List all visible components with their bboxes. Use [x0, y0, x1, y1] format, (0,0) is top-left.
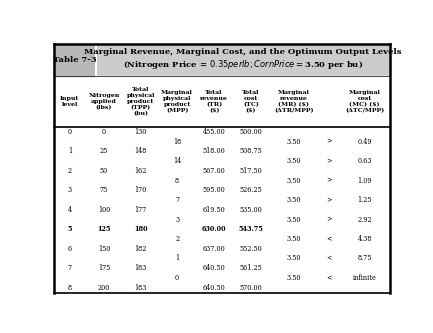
Text: Marginal
physical
product
(MPP): Marginal physical product (MPP)	[161, 90, 193, 113]
Text: Total
physical
product
(TPP)
(bu): Total physical product (TPP) (bu)	[126, 87, 155, 116]
Text: >: >	[326, 176, 332, 184]
Text: Total
cost
(TC)
($): Total cost (TC) ($)	[242, 90, 260, 113]
Text: 0: 0	[102, 128, 106, 136]
Text: 125: 125	[97, 225, 111, 233]
Text: Nitrogen
applied
(lbs): Nitrogen applied (lbs)	[88, 93, 120, 110]
Text: 0.63: 0.63	[358, 157, 372, 165]
Text: <: <	[326, 254, 332, 262]
Text: 3.50: 3.50	[287, 235, 301, 243]
Text: Table 7-3: Table 7-3	[53, 56, 97, 64]
Bar	[54, 44, 390, 76]
Text: 25: 25	[100, 148, 108, 156]
Text: 640.50: 640.50	[203, 264, 226, 272]
Text: 543.75: 543.75	[239, 225, 263, 233]
Text: 183: 183	[135, 284, 147, 292]
Text: 1.25: 1.25	[358, 196, 372, 204]
Text: 7: 7	[68, 264, 72, 272]
Text: 3: 3	[175, 215, 179, 223]
Text: 8.75: 8.75	[358, 254, 372, 262]
Text: 455.00: 455.00	[203, 128, 226, 136]
Text: 175: 175	[98, 264, 110, 272]
Text: 3.50: 3.50	[287, 176, 301, 184]
Text: 526.25: 526.25	[239, 186, 262, 194]
Text: 517.50: 517.50	[239, 167, 262, 175]
Text: 148: 148	[135, 148, 147, 156]
Text: 619.50: 619.50	[203, 206, 226, 214]
Text: 150: 150	[98, 245, 110, 253]
Text: 508.75: 508.75	[239, 148, 262, 156]
Text: 14: 14	[173, 157, 181, 165]
Text: 6: 6	[68, 245, 72, 253]
Text: 2: 2	[68, 167, 72, 175]
Text: 567.00: 567.00	[203, 167, 226, 175]
Text: Total
revenue
(TR)
($): Total revenue (TR) ($)	[200, 90, 228, 113]
Text: 200: 200	[98, 284, 110, 292]
Text: 3.50: 3.50	[287, 196, 301, 204]
Text: 3.50: 3.50	[287, 138, 301, 146]
Text: 561.25: 561.25	[239, 264, 262, 272]
Text: 2: 2	[175, 235, 179, 243]
Text: 7: 7	[175, 196, 179, 204]
Text: 180: 180	[134, 225, 148, 233]
Text: 0: 0	[175, 274, 179, 282]
Text: 8: 8	[175, 176, 179, 184]
Bar	[54, 44, 96, 76]
Text: 130: 130	[135, 128, 147, 136]
Text: 500.00: 500.00	[239, 128, 262, 136]
Text: 535.00: 535.00	[239, 206, 262, 214]
Text: 4.38: 4.38	[358, 235, 372, 243]
Text: 182: 182	[135, 245, 147, 253]
Text: 2.92: 2.92	[358, 215, 372, 223]
Text: 183: 183	[135, 264, 147, 272]
Text: 3.50: 3.50	[287, 254, 301, 262]
Text: 162: 162	[135, 167, 147, 175]
Text: 1.09: 1.09	[358, 176, 372, 184]
Text: 570.00: 570.00	[239, 284, 262, 292]
Text: 637.00: 637.00	[203, 245, 226, 253]
Text: infinite: infinite	[353, 274, 377, 282]
Text: >: >	[326, 215, 332, 223]
Bar	[54, 127, 390, 292]
Text: Marginal
revenue
(MR) ($)
(ΔTR/MPP): Marginal revenue (MR) ($) (ΔTR/MPP)	[274, 90, 313, 113]
Text: 8: 8	[68, 284, 72, 292]
Bar	[54, 76, 390, 127]
Text: 3.50: 3.50	[287, 274, 301, 282]
Text: Input
level: Input level	[60, 96, 80, 107]
Text: 4: 4	[68, 206, 72, 214]
Text: <: <	[326, 235, 332, 243]
Text: 1: 1	[175, 254, 179, 262]
Text: 518.00: 518.00	[203, 148, 226, 156]
Text: 595.00: 595.00	[203, 186, 226, 194]
Text: 0: 0	[68, 128, 72, 136]
Text: 3.50: 3.50	[287, 157, 301, 165]
Text: 18: 18	[173, 138, 181, 146]
Text: 75: 75	[100, 186, 108, 194]
Text: 552.50: 552.50	[239, 245, 262, 253]
Text: 0.49: 0.49	[358, 138, 372, 146]
Text: >: >	[326, 138, 332, 146]
Text: >: >	[326, 157, 332, 165]
Text: 3.50: 3.50	[287, 215, 301, 223]
Text: Marginal
cost
(MC) ($)
(ΔTC/MPP): Marginal cost (MC) ($) (ΔTC/MPP)	[345, 90, 384, 113]
Text: 100: 100	[98, 206, 110, 214]
Text: 177: 177	[135, 206, 147, 214]
Text: 50: 50	[100, 167, 108, 175]
Text: >: >	[326, 196, 332, 204]
Text: 5: 5	[68, 225, 72, 233]
Text: 630.00: 630.00	[202, 225, 226, 233]
Text: <: <	[326, 274, 332, 282]
Text: 170: 170	[135, 186, 147, 194]
Text: 3: 3	[68, 186, 72, 194]
Text: 640.50: 640.50	[203, 284, 226, 292]
Text: 1: 1	[68, 148, 72, 156]
Text: Marginal Revenue, Marginal Cost, and the Optimum Output Levels
(Nitrogen Price =: Marginal Revenue, Marginal Cost, and the…	[84, 48, 402, 71]
